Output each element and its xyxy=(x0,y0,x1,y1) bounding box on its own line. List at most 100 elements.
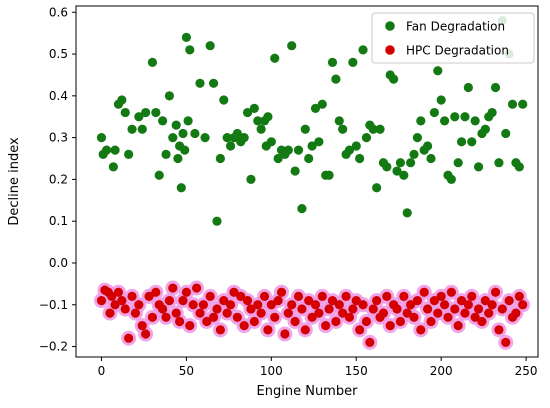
hpc-degradation-point xyxy=(439,300,450,310)
fan-degradation-point xyxy=(253,116,263,126)
hpc-degradation-point xyxy=(504,295,514,306)
hpc-degradation-point xyxy=(382,291,392,302)
fan-degradation-point xyxy=(324,170,334,180)
fan-degradation-point xyxy=(225,141,236,151)
hpc-degradation-point xyxy=(351,295,361,306)
fan-degradation-point xyxy=(416,116,426,126)
hpc-degradation-point xyxy=(473,304,484,314)
fan-degradation-point xyxy=(334,116,344,126)
hpc-degradation-point xyxy=(168,283,178,293)
hpc-degradation-point xyxy=(453,321,463,331)
hpc-degradation-point xyxy=(429,295,439,306)
fan-degradation-point xyxy=(117,95,127,105)
x-tick-label: 200 xyxy=(430,364,453,378)
fan-degradation-point xyxy=(439,116,450,126)
fan-degradation-point xyxy=(293,145,304,155)
hpc-degradation-point xyxy=(392,304,402,314)
fan-degradation-point xyxy=(399,170,409,180)
fan-degradation-point xyxy=(190,128,200,139)
hpc-degradation-point xyxy=(409,312,419,322)
hpc-degradation-point xyxy=(494,325,504,335)
fan-degradation-point xyxy=(507,99,518,109)
fan-degradation-point xyxy=(436,95,446,105)
fan-degradation-point xyxy=(453,158,463,168)
hpc-degradation-point xyxy=(117,295,127,306)
fan-degradation-point xyxy=(208,78,219,88)
hpc-degradation-point xyxy=(307,312,317,322)
hpc-degradation-point xyxy=(419,287,429,297)
fan-degradation-point xyxy=(446,174,456,185)
fan-degradation-point xyxy=(310,103,321,113)
fan-degradation-point xyxy=(127,124,137,134)
hpc-degradation-point xyxy=(412,295,423,306)
hpc-degradation-point xyxy=(501,337,511,347)
legend-entry: Fan Degradation xyxy=(385,20,505,34)
hpc-degradation-point xyxy=(270,312,280,322)
hpc-degradation-point xyxy=(263,325,273,335)
hpc-degradation-point xyxy=(480,295,490,306)
fan-degradation-point xyxy=(361,133,372,143)
hpc-degradation-point xyxy=(195,308,205,318)
hpc-degradation-point xyxy=(406,300,416,310)
fan-degradation-point xyxy=(480,124,490,134)
fan-degradation-point xyxy=(317,99,327,109)
hpc-degradation-point xyxy=(219,295,229,306)
hpc-degradation-point xyxy=(514,291,524,302)
fan-degradation-point xyxy=(124,149,134,159)
fan-degradation-point xyxy=(164,91,175,101)
fan-degradation-point xyxy=(134,112,144,122)
y-tick-label: 0.4 xyxy=(49,89,68,103)
hpc-degradation-point xyxy=(467,291,477,302)
fan-degradation-point xyxy=(473,162,484,172)
fan-degradation-point xyxy=(304,153,314,164)
hpc-degradation-point xyxy=(280,329,290,339)
hpc-degradation-point xyxy=(426,316,436,327)
hpc-degradation-point xyxy=(158,304,168,314)
fan-degradation-point xyxy=(348,57,358,68)
hpc-degradation-point xyxy=(236,291,246,302)
hpc-degradation-point xyxy=(110,300,120,310)
hpc-degradation-point xyxy=(134,300,144,310)
y-tick-label: −0.2 xyxy=(39,340,68,354)
hpc-degradation-point xyxy=(402,308,412,318)
fan-degradation-point xyxy=(101,145,112,155)
x-tick-label: 0 xyxy=(98,364,106,378)
hpc-degradation-point xyxy=(470,312,480,322)
hpc-degradation-point xyxy=(273,295,283,306)
fan-degradation-point xyxy=(409,149,419,159)
hpc-degradation-point xyxy=(361,316,372,327)
fan-degradation-point xyxy=(402,208,412,218)
y-axis-label: Decline index xyxy=(7,137,22,226)
hpc-degradation-point xyxy=(249,316,259,327)
hpc-degradation-point xyxy=(290,316,300,327)
hpc-degradation-point xyxy=(287,300,297,310)
x-axis-label: Engine Number xyxy=(257,384,359,399)
fan-degradation-point xyxy=(463,82,473,93)
hpc-degradation-point xyxy=(283,308,293,318)
hpc-degradation-point xyxy=(378,308,389,318)
fan-degradation-point xyxy=(185,45,195,55)
fan-degradation-point xyxy=(372,183,382,193)
fan-degradation-point xyxy=(490,82,501,93)
x-tick-label: 50 xyxy=(179,364,194,378)
fan-degradation-point xyxy=(426,153,436,164)
axes-layer: 0 50 100 150 200 250 −0.2 −0.1 0.0 0.1 0.2 0.3 0.4 0… xyxy=(7,5,539,399)
fan-degradation-point xyxy=(161,149,171,159)
fan-degradation-point xyxy=(307,141,317,151)
hpc-degradation-point xyxy=(477,316,487,327)
hpc-degradation-point xyxy=(338,308,348,318)
hpc-degradation-point xyxy=(365,337,375,347)
fan-degradation-point xyxy=(283,145,293,155)
hpc-degradation-point xyxy=(293,291,304,302)
y-axis-ticks: −0.2 −0.1 0.0 0.1 0.2 0.3 0.4 0.5 0.6 xyxy=(39,5,76,354)
fan-degradation-point xyxy=(141,107,151,118)
legend-marker xyxy=(385,21,395,31)
hpc-degradation-point xyxy=(124,333,134,343)
fan-degradation-point xyxy=(287,41,297,51)
fan-degradation-point xyxy=(501,128,511,139)
hpc-degradation-point xyxy=(300,325,310,335)
fan-degradation-point xyxy=(338,124,348,134)
hpc-degradation-point xyxy=(460,308,470,318)
